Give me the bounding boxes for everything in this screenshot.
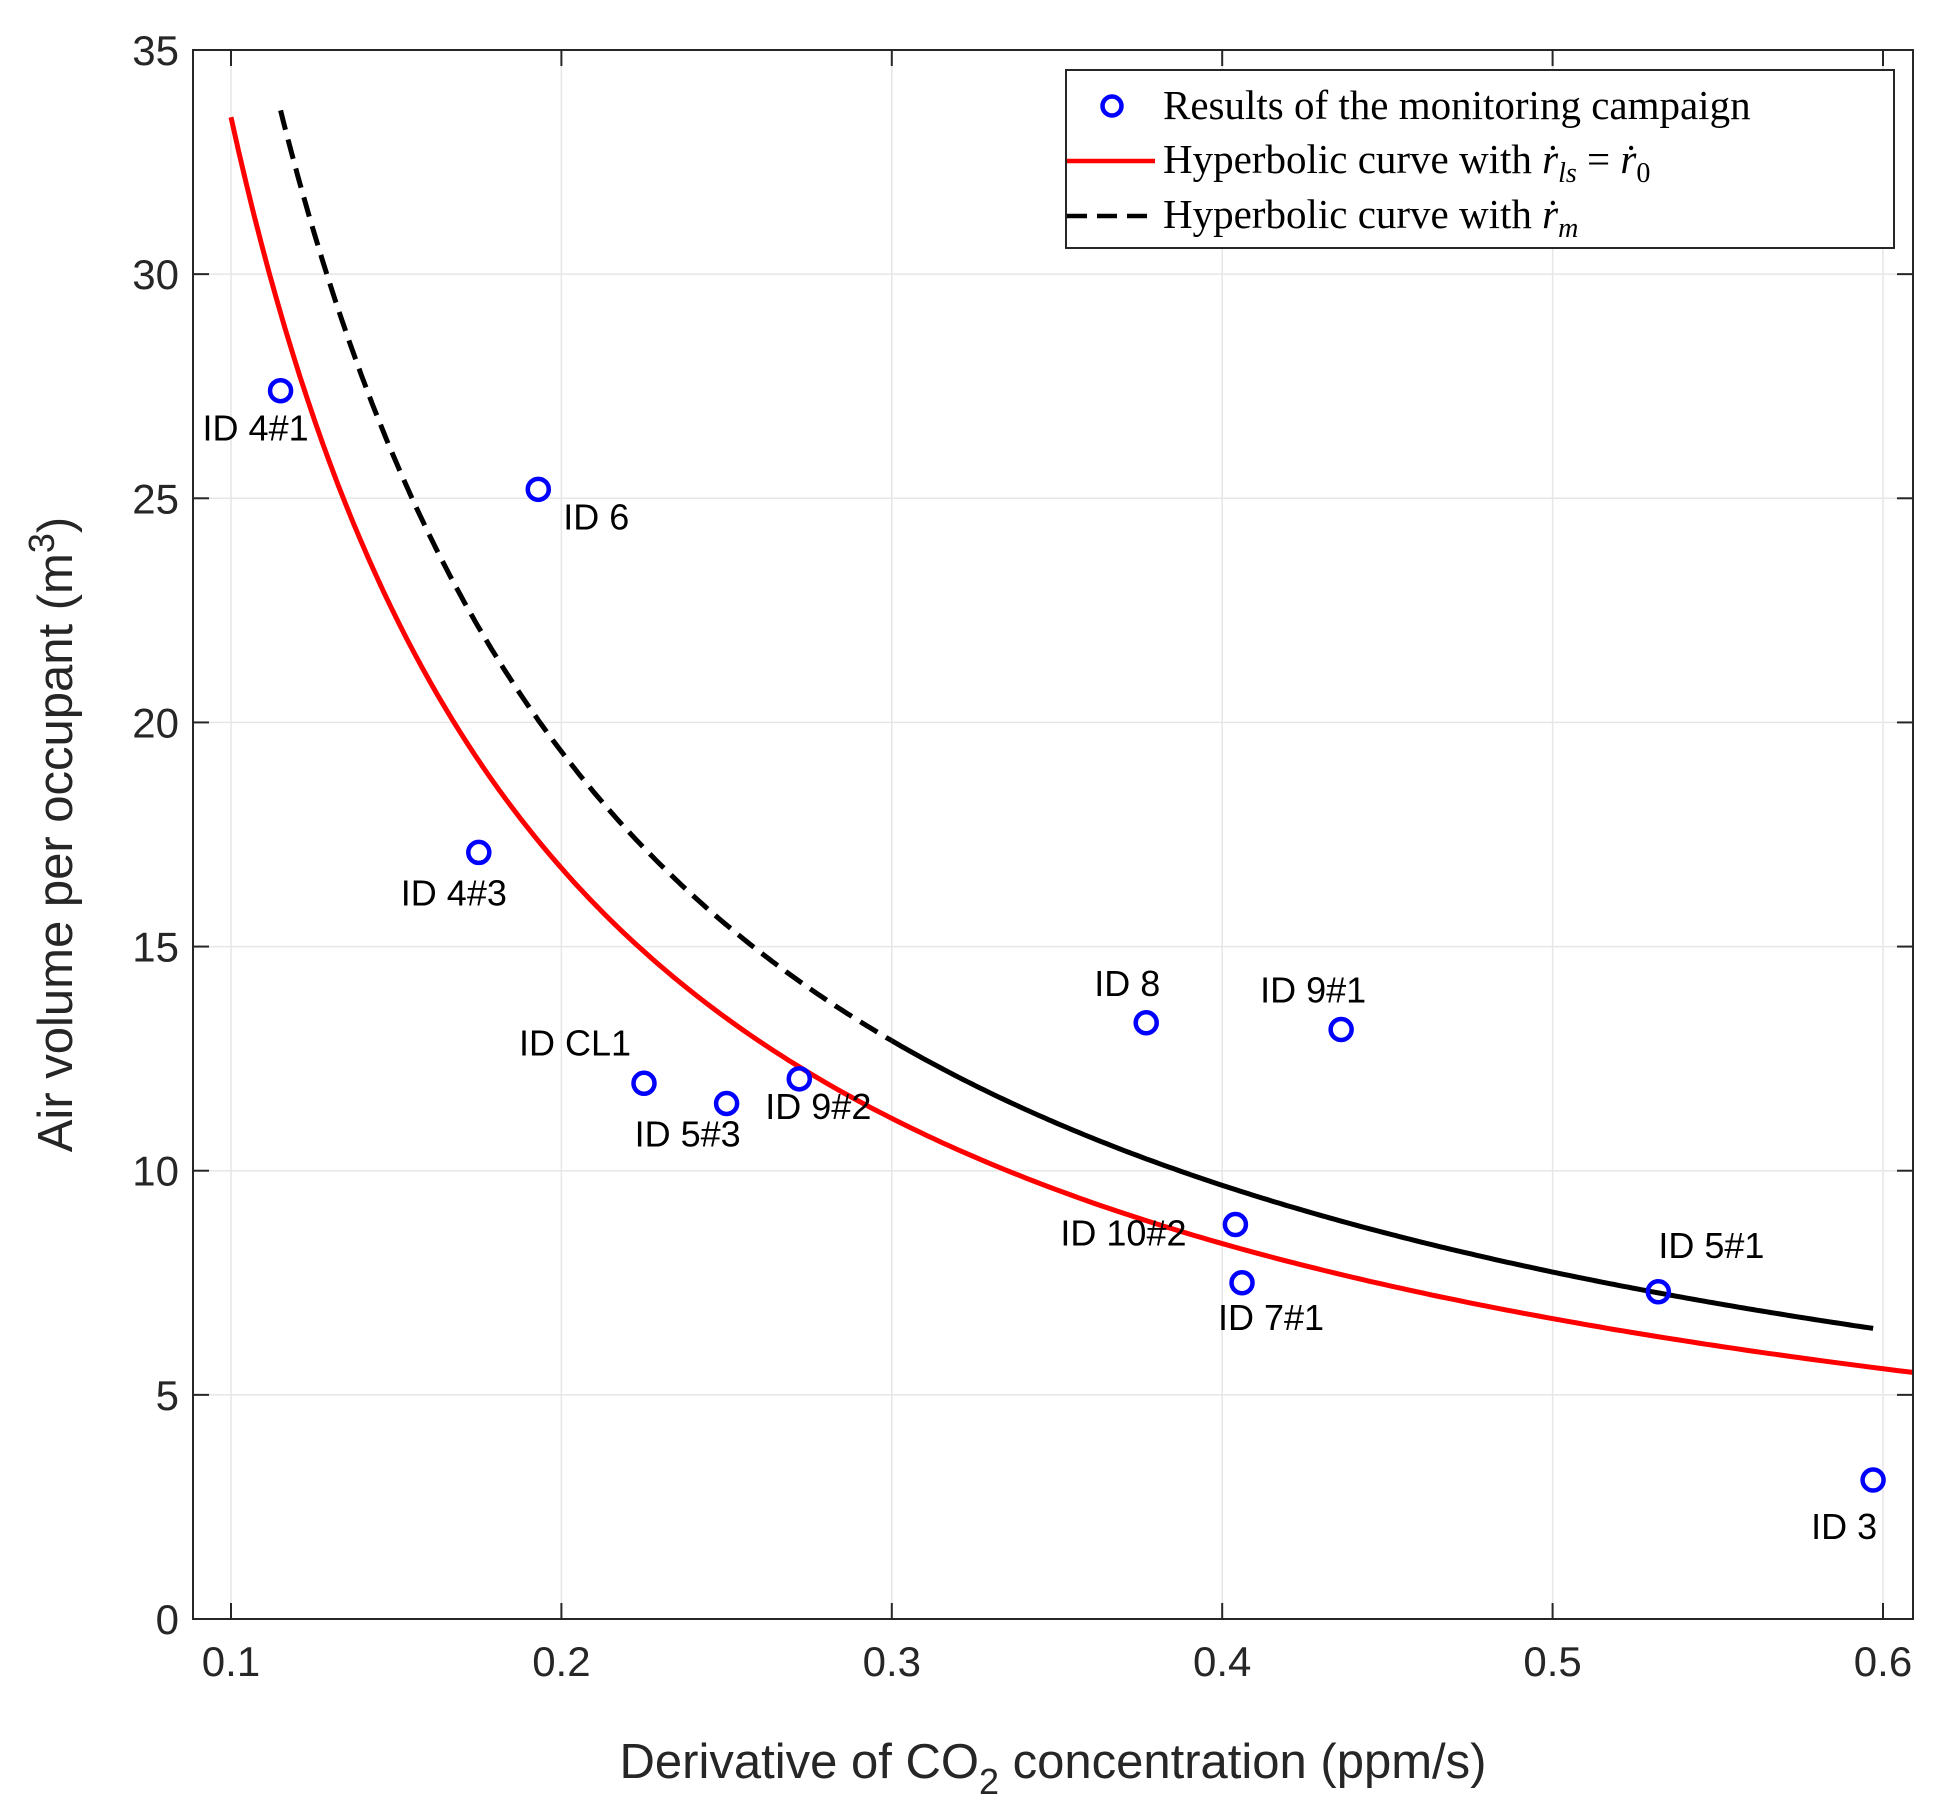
x-tick-label: 0.1 (202, 1638, 260, 1685)
x-axis-title: Derivative of CO2 concentration (ppm/s) (620, 1735, 1487, 1802)
data-point-label: ID 5#1 (1658, 1225, 1764, 1266)
data-point-label: ID CL1 (519, 1022, 631, 1063)
data-point (466, 839, 492, 866)
y-tick-label: 20 (132, 699, 179, 746)
red-hyperbolic-curve (228, 116, 1914, 1375)
y-tick-label: 10 (132, 1148, 179, 1195)
legend: Results of the monitoring campaign Hyper… (1065, 69, 1895, 249)
data-point (1328, 1016, 1354, 1043)
black-hyperbolic-curve-solid (890, 1038, 1874, 1331)
legend-box (1065, 69, 1895, 249)
tick-layer: 0.1 0.2 0.3 0.4 0.5 0.6 0 5 10 15 20 25 30 35 (132, 27, 1913, 1685)
data-point-label: ID 4#1 (203, 408, 309, 449)
legend-text-points: Results of the monitoring campaign (1163, 82, 1751, 128)
data-point (1222, 1211, 1249, 1238)
data-point (786, 1066, 813, 1092)
data-point-label: ID 5#3 (635, 1113, 741, 1154)
data-point-label: ID 8 (1094, 963, 1160, 1004)
data-point-label: ID 4#3 (401, 872, 507, 913)
point-layer: ID 4#1 ID 6 ID 4#3 ID CL1 ID 5#3 ID 9#2 ID 8 ID… (203, 377, 1886, 1547)
data-point (267, 377, 294, 404)
data-point-label: ID 9#1 (1260, 970, 1366, 1011)
legend-marker-points (1100, 94, 1124, 118)
data-point (1860, 1467, 1886, 1493)
data-point-label: ID 7#1 (1218, 1297, 1324, 1338)
data-point-label: ID 9#2 (765, 1086, 871, 1127)
black-hyperbolic-curve-dashed (278, 109, 894, 1043)
data-point-label: ID 10#2 (1060, 1213, 1186, 1254)
plot-frame (192, 49, 1914, 1620)
data-point (713, 1090, 740, 1117)
data-point (525, 476, 552, 503)
y-tick-label: 35 (132, 27, 179, 74)
y-tick-label: 15 (132, 924, 179, 971)
x-tick-label: 0.4 (1193, 1638, 1251, 1685)
y-tick-label: 30 (132, 251, 179, 298)
data-point (631, 1070, 657, 1097)
y-tick-label: 5 (156, 1372, 179, 1419)
data-point (1133, 1010, 1159, 1036)
data-point (1229, 1270, 1255, 1296)
x-tick-label: 0.5 (1523, 1638, 1581, 1685)
y-axis-title: Air volume per occupant (m3) (21, 517, 83, 1153)
y-tick-label: 25 (132, 475, 179, 522)
x-tick-label: 0.6 (1854, 1638, 1912, 1685)
x-tick-label: 0.2 (532, 1638, 590, 1685)
legend-text-red: Hyperbolic curve with ṙls = ṙ0 (1163, 136, 1650, 189)
x-tick-label: 0.3 (863, 1638, 921, 1685)
y-tick-label: 0 (156, 1596, 179, 1643)
data-point (1645, 1279, 1672, 1305)
data-point-label: ID 6 (563, 496, 629, 537)
legend-text-black: Hyperbolic curve with ṙm (1163, 191, 1578, 244)
curve-layer (228, 109, 1914, 1375)
data-point-label: ID 3 (1811, 1506, 1877, 1547)
